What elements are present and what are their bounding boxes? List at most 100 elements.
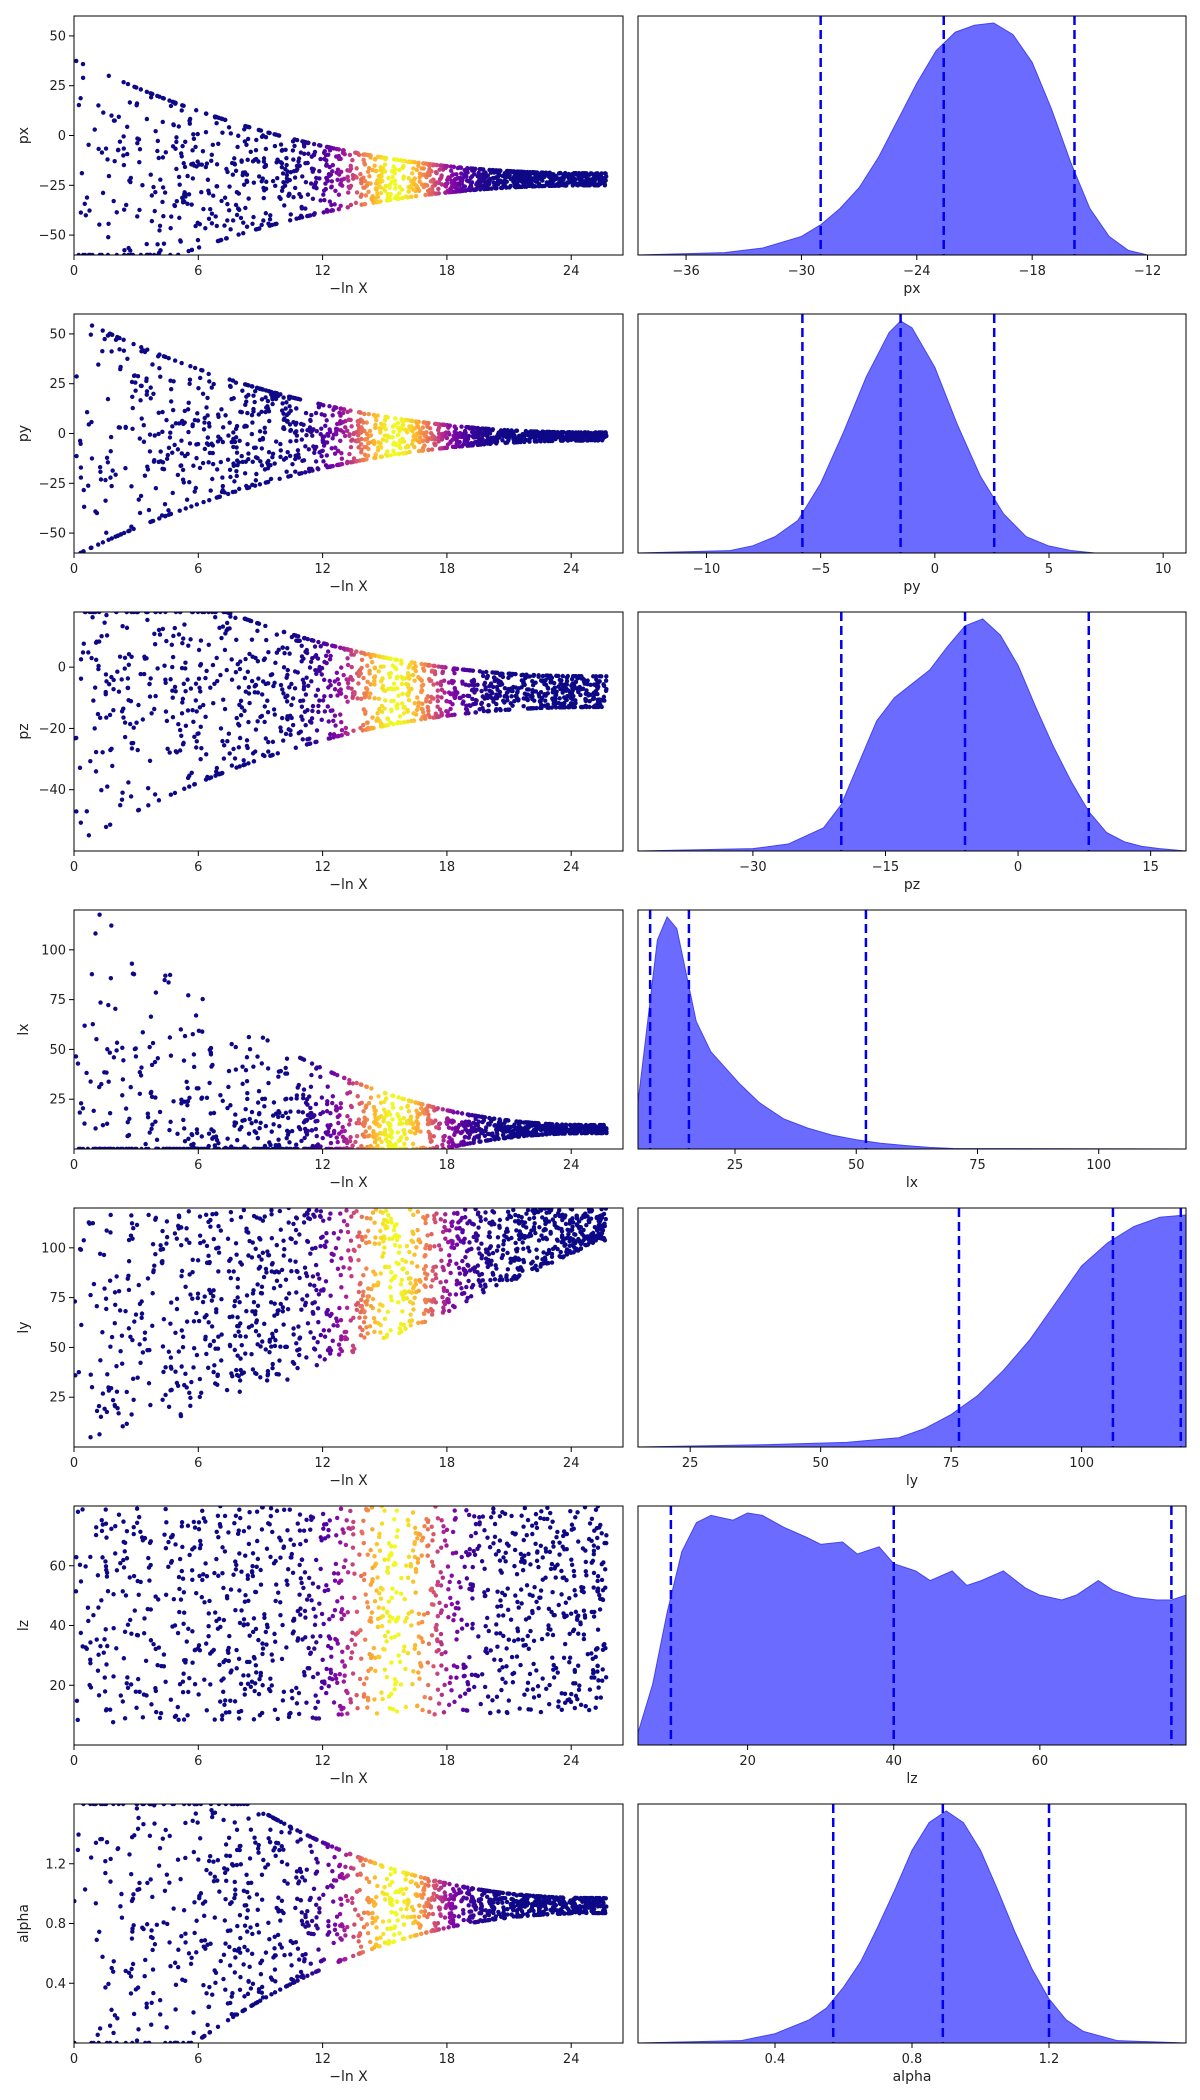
- scatter-point: [304, 432, 309, 438]
- scatter-point: [313, 410, 319, 416]
- scatter-point: [84, 410, 90, 415]
- scatter-point: [265, 709, 271, 715]
- scatter-point: [362, 411, 367, 417]
- scatter-point: [302, 709, 308, 715]
- scatter-point: [490, 427, 495, 433]
- scatter-point: [220, 116, 225, 122]
- scatter-point: [360, 457, 365, 463]
- scatter-point: [405, 691, 410, 697]
- scatter-point: [380, 654, 386, 660]
- scatter-point: [132, 84, 137, 89]
- scatter-point: [359, 202, 364, 207]
- scatter-point: [170, 714, 176, 720]
- scatter-point: [289, 1128, 295, 1134]
- scatter-point: [284, 1128, 290, 1134]
- scatter-point: [446, 680, 452, 685]
- scatter-point: [259, 692, 265, 697]
- scatter-point: [375, 1143, 380, 1148]
- scatter-point: [473, 166, 478, 172]
- scatter-point: [359, 665, 364, 671]
- scatter-point: [321, 677, 327, 683]
- scatter-point: [198, 663, 203, 668]
- scatter-point: [138, 493, 144, 499]
- scatter-point: [262, 656, 268, 661]
- scatter-point: [323, 152, 329, 158]
- scatter-point: [177, 748, 183, 753]
- scatter-point: [219, 635, 224, 641]
- scatter-point: [197, 162, 202, 167]
- scatter-point: [209, 211, 215, 216]
- scatter-point: [115, 669, 120, 674]
- scatter-point: [350, 172, 356, 178]
- scatter-point: [296, 159, 301, 164]
- scatter-point: [454, 690, 459, 695]
- scatter-point: [211, 381, 216, 387]
- scatter-point: [527, 439, 532, 444]
- scatter-point: [365, 453, 371, 458]
- scatter-point: [435, 714, 440, 720]
- scatter-point: [300, 174, 305, 179]
- scatter-point: [74, 58, 79, 64]
- scatter-point: [278, 728, 284, 734]
- scatter-point: [215, 771, 221, 776]
- scatter-point: [412, 160, 418, 165]
- scatter-point: [148, 676, 153, 681]
- scatter-point: [197, 465, 203, 471]
- scatter-point: [183, 688, 188, 694]
- y-tick-label: −50: [39, 527, 66, 542]
- scatter-point: [540, 183, 546, 189]
- scatter-point: [399, 1105, 404, 1111]
- scatter-point: [166, 508, 171, 513]
- scatter-point: [387, 1146, 392, 1149]
- scatter-point: [78, 96, 83, 101]
- scatter-point: [336, 681, 342, 687]
- scatter-point: [302, 1126, 308, 1132]
- scatter-point: [246, 392, 251, 398]
- scatter-point: [155, 148, 160, 154]
- scatter-point: [309, 679, 314, 684]
- scatter-point: [119, 797, 125, 802]
- scatter-point: [326, 172, 332, 177]
- scatter-point: [362, 1115, 367, 1120]
- scatter-point: [362, 444, 367, 450]
- scatter-point: [273, 439, 279, 444]
- scatter-point: [559, 176, 564, 181]
- scatter-point: [331, 146, 337, 151]
- scatter-point: [104, 633, 110, 638]
- scatter-point: [376, 654, 381, 659]
- scatter-point: [100, 540, 106, 545]
- scatter-point: [247, 700, 252, 706]
- scatter-point: [271, 1100, 277, 1105]
- scatter-point: [403, 445, 409, 450]
- scatter-point: [188, 686, 194, 691]
- scatter-point: [138, 671, 143, 677]
- scatter-point: [181, 103, 186, 108]
- scatter-point: [203, 714, 208, 720]
- scatter-point: [205, 395, 210, 401]
- scatter-point: [399, 701, 405, 706]
- y-tick-label: −40: [39, 783, 66, 798]
- scatter-point: [452, 177, 458, 182]
- scatter-point: [105, 396, 111, 402]
- scatter-point: [553, 435, 558, 440]
- scatter-point: [179, 438, 184, 443]
- scatter-point: [203, 129, 209, 135]
- scatter-point: [358, 194, 364, 199]
- scatter-point: [384, 414, 390, 420]
- scatter-point: [254, 620, 260, 626]
- scatter-point: [561, 705, 566, 710]
- scatter-point: [93, 749, 99, 755]
- scatter-point: [401, 1115, 407, 1121]
- scatter-point: [334, 670, 340, 676]
- scatter-point: [528, 693, 534, 699]
- scatter-point: [313, 459, 319, 464]
- x-tick-label: −12: [1134, 264, 1161, 279]
- scatter-point: [328, 653, 333, 659]
- scatter-point: [205, 435, 211, 440]
- scatter-point: [241, 182, 247, 187]
- scatter-point: [321, 459, 326, 464]
- scatter-point: [324, 660, 329, 666]
- scatter-point: [287, 453, 293, 459]
- scatter-point: [354, 649, 359, 654]
